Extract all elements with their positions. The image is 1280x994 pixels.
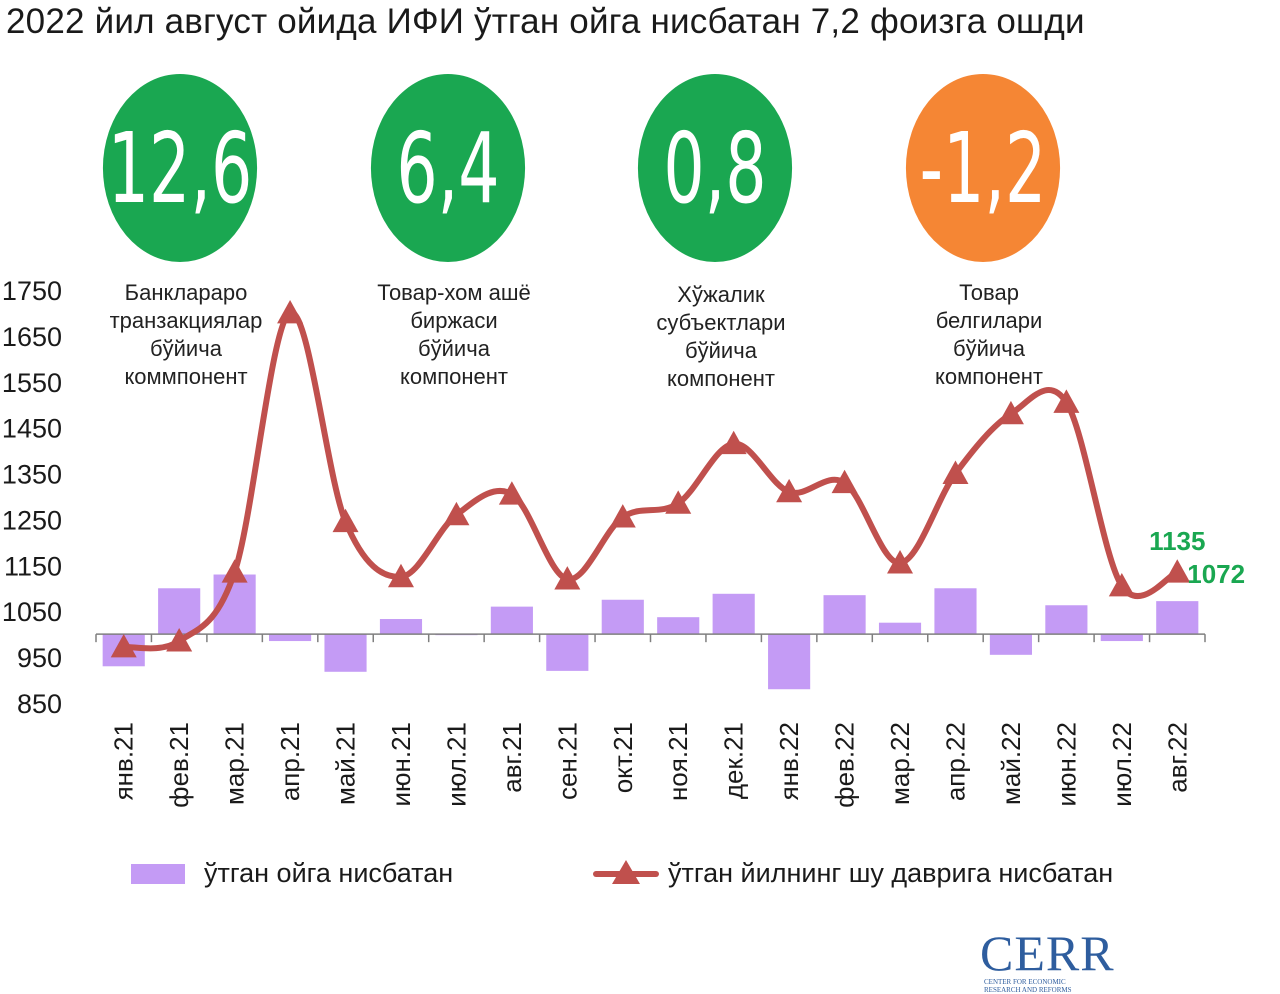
line-marker [1053, 389, 1080, 413]
component-label-enterprises: Хўжалик субъектлари бўйича компонент [656, 282, 786, 391]
line-marker [277, 299, 304, 324]
x-tick-label: авг.22 [1162, 722, 1192, 793]
bar [1156, 601, 1199, 635]
line-marker [221, 559, 248, 583]
x-tick-label: май.22 [996, 722, 1026, 805]
bar [269, 634, 312, 642]
line-marker [997, 400, 1024, 425]
x-tick-label: янв.21 [109, 722, 139, 800]
x-tick-label: апр.21 [275, 722, 305, 801]
x-tick-label: мар.22 [885, 722, 915, 805]
x-tick-label: авг.21 [497, 722, 527, 793]
line-marker [332, 508, 359, 533]
line-marker [831, 469, 858, 494]
y-tick-label: 1050 [2, 597, 62, 627]
bar [1100, 634, 1143, 642]
line-marker [166, 628, 193, 652]
line-marker [609, 504, 636, 528]
line-marker [387, 563, 414, 588]
component-circle-enterprises: 0,8 [637, 74, 793, 262]
bar [823, 595, 866, 635]
y-tick-label: 1550 [2, 368, 62, 398]
x-tick-label: июн.22 [1051, 722, 1081, 807]
bar [1045, 605, 1088, 635]
x-tick-label: ноя.21 [663, 722, 693, 801]
x-tick-label: дек.21 [719, 722, 749, 799]
y-tick-label: 1750 [2, 276, 62, 306]
line-marker [887, 550, 914, 574]
chart-title: 2022 йил август ойида ИФИ ўтган ойга нис… [6, 2, 1085, 41]
legend-line-marker [612, 860, 640, 884]
bar [657, 617, 700, 635]
bar [768, 634, 811, 690]
x-tick-label: июл.21 [441, 722, 471, 807]
bar [490, 606, 533, 635]
line-marker [498, 481, 525, 505]
component-label-trademarks: Товар белгилари бўйича компонент [935, 280, 1043, 389]
x-tick-label: фев.22 [830, 722, 860, 808]
legend-bar-label: ўтган ойга нисбатан [204, 858, 454, 888]
line-marker [720, 430, 747, 455]
component-circle-commodity: 6,4 [370, 74, 526, 262]
x-tick-label: янв.22 [774, 722, 804, 800]
bar [546, 634, 589, 671]
y-tick-label: 1350 [2, 460, 62, 490]
bar [601, 599, 644, 635]
x-tick-label: июн.21 [386, 722, 416, 807]
x-tick-label: апр.22 [940, 722, 970, 801]
x-tick-label: мар.21 [220, 722, 250, 805]
bar [712, 593, 755, 635]
line-marker [942, 460, 969, 484]
y-tick-label: 1250 [2, 505, 62, 535]
bar [379, 619, 423, 635]
line-marker [443, 501, 470, 526]
bar [934, 588, 977, 635]
legend-bar-swatch [131, 864, 185, 884]
y-tick-label: 1450 [2, 414, 62, 444]
y-tick-label: 850 [17, 689, 62, 719]
bar [158, 588, 201, 635]
line-marker [1164, 559, 1191, 583]
component-label-interbank: Банклараро транзакциялар бўйича коммпоне… [109, 280, 263, 389]
component-circle-trademarks: -1,2 [905, 74, 1061, 262]
legend-line-label: ўтган йилнинг шу даврига нисбатан [668, 858, 1114, 888]
cerr-logo: CERR CENTER FOR ECONOMIC RESEARCH AND RE… [980, 925, 1115, 994]
component-circle-interbank: 12,6 [102, 74, 258, 262]
x-tick-label: июл.22 [1107, 722, 1137, 807]
y-tick-label: 950 [17, 643, 62, 673]
x-tick-label: сен.21 [552, 722, 582, 800]
y-tick-label: 1150 [4, 551, 62, 581]
x-tick-label: окт.21 [608, 722, 638, 793]
data-label-line: 1135 [1149, 526, 1205, 556]
bar [989, 634, 1032, 655]
line-marker [1108, 572, 1135, 597]
component-label-commodity: Товар-хом ашё биржаси бўйича компонент [377, 280, 531, 389]
bar [324, 634, 367, 672]
series-line [120, 309, 1181, 652]
line-marker [554, 566, 581, 590]
line-marker [776, 478, 803, 503]
x-tick-label: фев.21 [164, 722, 194, 808]
x-tick-label: май.21 [331, 722, 361, 805]
bar [878, 622, 922, 635]
data-label-bar: 1072 [1187, 559, 1245, 589]
y-tick-label: 1650 [2, 322, 62, 352]
line-marker [665, 490, 692, 514]
line-marker [110, 634, 137, 658]
